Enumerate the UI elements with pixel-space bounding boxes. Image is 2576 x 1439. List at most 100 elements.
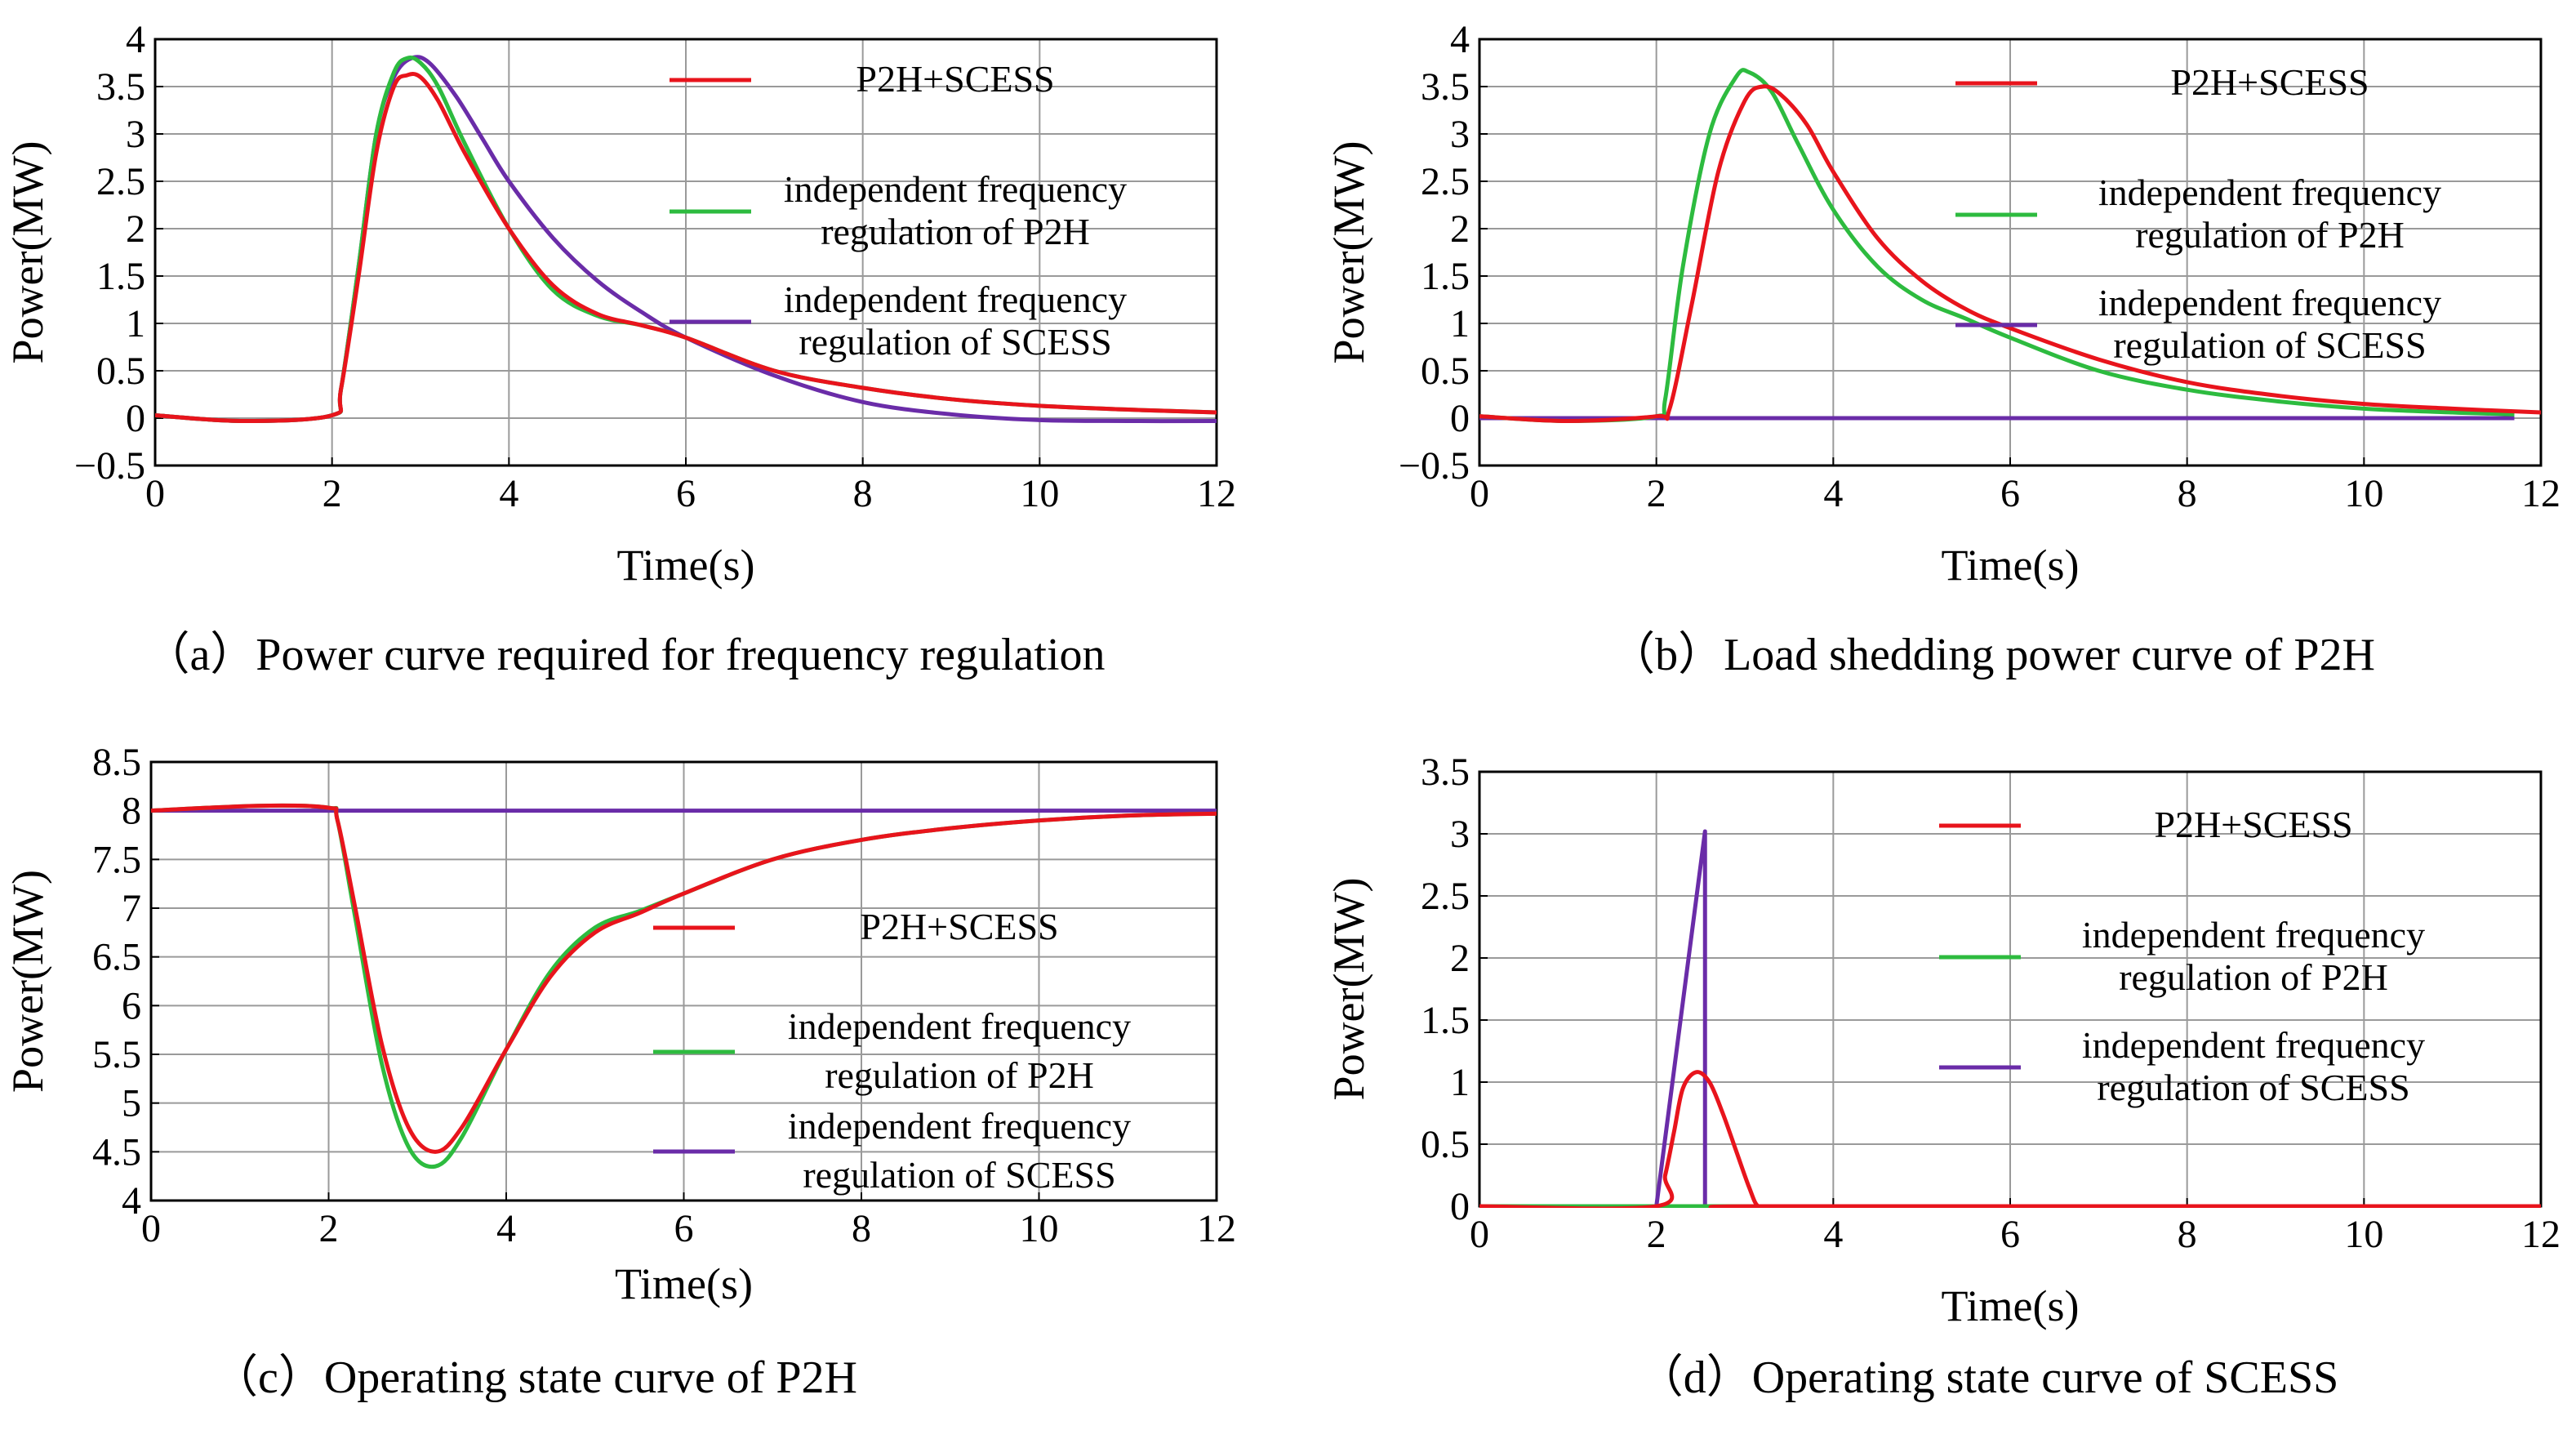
y-tick-label: 3 xyxy=(126,113,145,156)
x-tick-label: 2 xyxy=(319,1207,339,1250)
x-axis-label: Time(s) xyxy=(1941,1281,2079,1330)
series-line-green xyxy=(1479,68,2515,423)
y-tick-label: 4 xyxy=(122,1179,141,1223)
x-tick-label: 4 xyxy=(496,1207,516,1250)
x-tick-label: 10 xyxy=(2344,472,2383,515)
x-tick-label: 0 xyxy=(141,1207,161,1250)
y-tick-label: 8 xyxy=(122,790,141,833)
legend-label: independent frequency xyxy=(784,278,1127,320)
legend-label: regulation of SCESS xyxy=(803,1154,1115,1196)
y-tick-label: 7.5 xyxy=(92,838,141,881)
x-tick-label: 10 xyxy=(1020,1207,1059,1250)
legend-label: independent frequency xyxy=(788,1005,1131,1047)
y-tick-label: 2 xyxy=(1450,207,1470,251)
y-tick-label: 5 xyxy=(122,1082,141,1125)
caption-a: （a）Power curve required for frequency re… xyxy=(144,630,1105,680)
y-tick-label: 1.5 xyxy=(1421,255,1470,298)
legend-label: regulation of P2H xyxy=(2135,214,2405,256)
x-axis-label: Time(s) xyxy=(616,541,754,590)
legend-label: regulation of SCESS xyxy=(2113,324,2426,366)
y-tick-label: 6.5 xyxy=(92,936,141,979)
y-tick-label: 3 xyxy=(1450,813,1470,856)
y-tick-label: 1 xyxy=(1450,302,1470,345)
x-tick-label: 12 xyxy=(1197,1207,1236,1250)
x-tick-label: 10 xyxy=(2344,1213,2383,1256)
legend-label: independent frequency xyxy=(2098,282,2441,323)
legend-label: independent frequency xyxy=(2082,914,2425,956)
legend-label: P2H+SCESS xyxy=(2170,61,2369,103)
x-axis-label: Time(s) xyxy=(615,1259,753,1308)
legend-label: P2H+SCESS xyxy=(856,58,1054,100)
x-tick-label: 2 xyxy=(323,472,342,515)
x-tick-label: 6 xyxy=(2000,472,2020,515)
y-tick-label: 0.5 xyxy=(96,350,145,393)
y-tick-label: 5.5 xyxy=(92,1033,141,1076)
y-tick-label: 7 xyxy=(122,887,141,930)
y-tick-label: 3.5 xyxy=(1421,751,1470,794)
y-tick-label: 2.5 xyxy=(96,160,145,203)
x-tick-label: 4 xyxy=(499,472,518,515)
legend-label: independent frequency xyxy=(784,168,1127,210)
legend-label: P2H+SCESS xyxy=(860,906,1058,947)
y-tick-label: 4.5 xyxy=(92,1130,141,1174)
x-tick-label: 0 xyxy=(145,472,165,515)
x-tick-label: 6 xyxy=(676,472,696,515)
caption-d: （d）Operating state curve of SCESS xyxy=(1638,1352,2339,1403)
x-tick-label: 12 xyxy=(2521,1213,2560,1256)
y-tick-label: 8.5 xyxy=(92,741,141,784)
x-tick-label: 0 xyxy=(1470,472,1489,515)
y-tick-label: 0 xyxy=(1450,397,1470,440)
x-tick-label: 12 xyxy=(1197,472,1236,515)
y-tick-label: −0.5 xyxy=(1399,444,1470,488)
legend-label: regulation of P2H xyxy=(821,211,1090,252)
y-tick-label: −0.5 xyxy=(74,444,145,488)
y-tick-label: 1 xyxy=(1450,1061,1470,1104)
legend-label: regulation of SCESS xyxy=(2097,1067,2409,1108)
panel-c: 0 2 4 6 8 10 12 4 4.5 5 5.5 6 6.5 7 7.5 8 8.5 Time(s) Powe… xyxy=(3,741,1236,1308)
y-tick-label: 2 xyxy=(126,207,145,251)
series-line-red xyxy=(155,72,1217,423)
y-axis-label: Power(MW) xyxy=(1324,878,1373,1101)
y-tick-label: 3.5 xyxy=(96,65,145,109)
caption-c: （c）Operating state curve of P2H xyxy=(212,1352,857,1403)
x-tick-label: 6 xyxy=(674,1207,694,1250)
x-tick-label: 12 xyxy=(2521,472,2560,515)
legend-label: regulation of SCESS xyxy=(799,321,1111,363)
y-tick-label: 1 xyxy=(126,302,145,345)
panel-a: 0 2 4 6 8 10 12−0.500.511.522.533.54Time(s)Pow… xyxy=(3,18,1236,590)
y-tick-label: 1.5 xyxy=(96,255,145,298)
y-axis-label: Power(MW) xyxy=(3,870,52,1093)
x-axis-label: Time(s) xyxy=(1941,541,2079,590)
series-line-red xyxy=(151,803,1217,1154)
series-line-purple xyxy=(1654,829,1707,1207)
y-tick-label: 4 xyxy=(1450,18,1470,61)
legend-label: independent frequency xyxy=(2082,1024,2425,1066)
panel-b: 0 2 4 6 8 10 12−0.500.511.522.533.54Time(s)Pow… xyxy=(1324,18,2560,590)
series-line-red xyxy=(1479,84,2541,423)
y-tick-label: 4 xyxy=(126,18,145,61)
y-tick-label: 6 xyxy=(122,984,141,1027)
x-tick-label: 8 xyxy=(2178,1213,2197,1256)
x-tick-label: 2 xyxy=(1647,1213,1666,1256)
y-axis-label: Power(MW) xyxy=(3,141,52,364)
x-tick-label: 2 xyxy=(1647,472,1666,515)
legend-label: regulation of P2H xyxy=(825,1054,1094,1096)
x-tick-label: 8 xyxy=(2178,472,2197,515)
series-line-red xyxy=(1479,1070,2541,1208)
y-tick-label: 1.5 xyxy=(1421,999,1470,1042)
y-axis-label: Power(MW) xyxy=(1324,141,1373,364)
y-tick-label: 3.5 xyxy=(1421,65,1470,109)
x-tick-label: 6 xyxy=(2000,1213,2020,1256)
y-tick-label: 0 xyxy=(126,397,145,440)
x-tick-label: 0 xyxy=(1470,1213,1489,1256)
legend-label: independent frequency xyxy=(788,1105,1131,1147)
legend-label: regulation of P2H xyxy=(2119,956,2388,998)
legend-label: independent frequency xyxy=(2098,172,2441,213)
legend-label: P2H+SCESS xyxy=(2154,804,2352,845)
x-tick-label: 8 xyxy=(853,472,873,515)
caption-b: （b）Load shedding power curve of P2H xyxy=(1609,630,2375,680)
x-tick-label: 10 xyxy=(1020,472,1059,515)
panel-d: 0 2 4 6 8 10 12 0 0.5 1 1.5 2 2.5 3 3.5 Time(s) Power(MW… xyxy=(1324,751,2560,1330)
x-tick-label: 4 xyxy=(1823,472,1843,515)
